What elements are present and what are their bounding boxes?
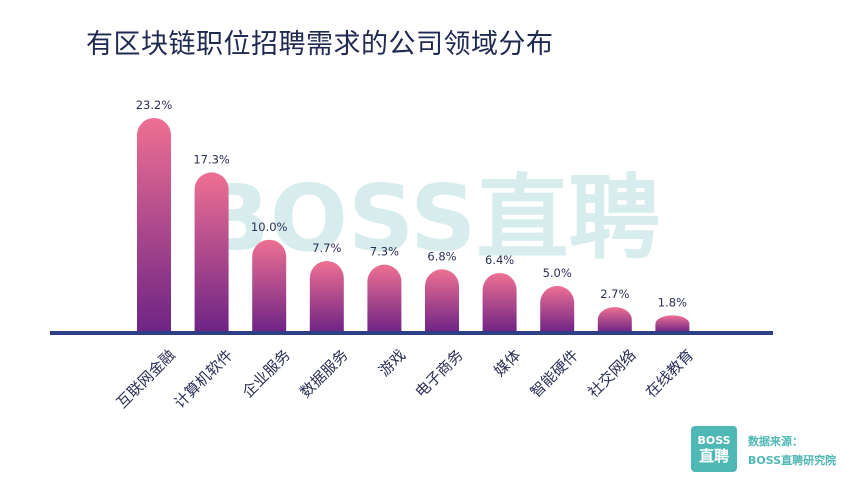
boss-logo: BOSS 直聘 [691, 426, 737, 472]
value-label: 6.4% [485, 253, 514, 267]
value-label: 7.7% [312, 241, 341, 255]
bar [194, 172, 229, 332]
bar [252, 239, 287, 332]
category-label: 互联网金融 [113, 346, 179, 412]
bar [367, 264, 402, 332]
bars-group [137, 118, 690, 332]
value-label: 10.0% [251, 220, 288, 234]
category-label: 社交网络 [584, 346, 639, 401]
source-label: 数据来源： [748, 435, 803, 448]
data-source: 数据来源： BOSS直聘研究院 [748, 432, 836, 470]
chart-title: 有区块链职位招聘需求的公司领域分布 [86, 29, 554, 60]
logo-text-line2: 直聘 [698, 446, 729, 465]
value-label: 17.3% [193, 152, 230, 166]
logo-text-line1: BOSS [697, 433, 731, 447]
category-label: 游戏 [375, 346, 409, 380]
bar [482, 272, 517, 332]
bar [425, 269, 459, 332]
bar [540, 285, 575, 332]
value-label: 5.0% [543, 266, 572, 280]
bar [137, 118, 171, 332]
category-label: 电子商务 [412, 346, 467, 401]
category-label: 智能硬件 [527, 346, 582, 401]
category-label: 数据服务 [296, 346, 351, 401]
category-label: 计算机软件 [171, 346, 237, 412]
value-labels-group: 23.2% 17.3% 10.0% 7.7% 7.3% 6.8% 6.4% 5.0% 2.7% 1… [136, 98, 687, 309]
value-label: 23.2% [136, 98, 173, 112]
bar [309, 260, 344, 332]
value-label: 7.3% [370, 245, 399, 259]
source-name: BOSS直聘研究院 [748, 454, 837, 467]
bar [655, 315, 690, 332]
category-label: 在线教育 [642, 346, 697, 401]
value-label: 1.8% [658, 295, 687, 309]
category-label: 媒体 [490, 346, 524, 380]
value-label: 6.8% [427, 249, 456, 263]
value-label: 2.7% [600, 287, 629, 301]
bar [597, 307, 632, 332]
category-label: 企业服务 [239, 346, 294, 401]
